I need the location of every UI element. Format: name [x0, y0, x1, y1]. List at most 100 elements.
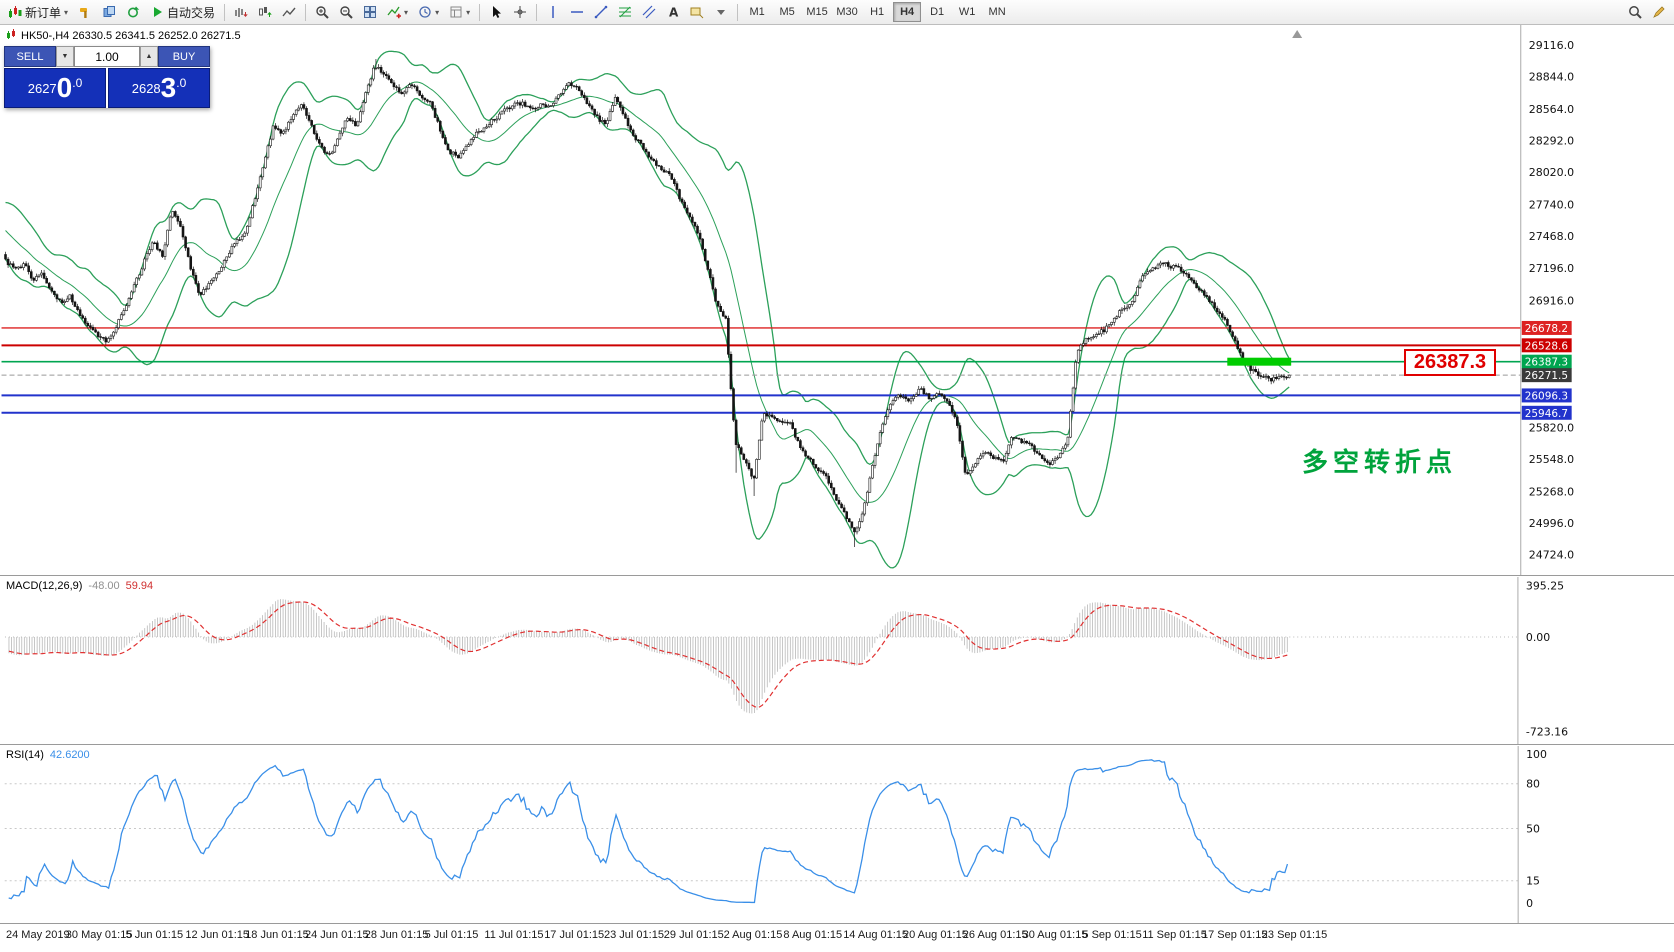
search-button[interactable] — [1623, 2, 1647, 23]
time-axis-label: 5 Jun 01:15 — [125, 929, 184, 941]
sell-price-big: 0 — [56, 72, 73, 103]
template-button[interactable]: ▾ — [444, 2, 475, 23]
refresh-icon — [126, 5, 140, 19]
timeframe-m5-button[interactable]: M5 — [773, 2, 801, 22]
chart-shift-marker[interactable] — [1292, 29, 1303, 38]
shapes-dropdown-icon — [714, 5, 728, 19]
time-axis-label: 29 Jul 01:15 — [663, 929, 724, 941]
buy-button[interactable]: BUY — [158, 46, 210, 67]
timeframe-mn-button[interactable]: MN — [983, 2, 1011, 22]
text-button[interactable]: A — [661, 2, 685, 23]
rsi-line — [8, 759, 1289, 904]
new-window-button[interactable] — [1647, 2, 1671, 23]
indicator-add-button[interactable]: ▾ — [382, 2, 413, 23]
timeframe-m15-button[interactable]: M15 — [803, 2, 831, 22]
bollinger-upper-band — [5, 50, 1290, 466]
line-chart-button[interactable] — [277, 2, 301, 23]
play-icon — [150, 5, 164, 19]
time-axis-label: 11 Jul 01:15 — [484, 929, 544, 941]
shapes-dropdown-button[interactable] — [709, 2, 733, 23]
rsi-axis-label: 50 — [1526, 823, 1540, 836]
trendline-button[interactable] — [589, 2, 613, 23]
sell-price-button[interactable]: 2627 0.0 — [4, 68, 106, 108]
price-axis-label: 29116.0 — [1529, 39, 1574, 52]
tile-windows-icon — [363, 5, 377, 19]
vertical-line-button[interactable] — [541, 2, 565, 23]
price-callout-box[interactable]: 26387.3 — [1404, 349, 1496, 376]
time-axis[interactable]: 24 May 2019 30 May 01:15 5 Jun 01:15 12 Jun… — [0, 925, 1674, 952]
timeframe-m30-button[interactable]: M30 — [833, 2, 861, 22]
timeframe-h1-button[interactable]: H1 — [863, 2, 891, 22]
refresh-button[interactable] — [121, 2, 145, 23]
buy-price-button[interactable]: 2628 3.0 — [108, 68, 210, 108]
vertical-line-icon — [546, 5, 560, 19]
price-axis-label: 28564.0 — [1529, 103, 1574, 116]
timeframe-h4-button[interactable]: H4 — [893, 2, 922, 22]
crosshair-button[interactable] — [508, 2, 532, 23]
profiles-button[interactable] — [97, 2, 121, 23]
volume-input[interactable] — [74, 46, 140, 67]
macd-panel[interactable]: 395.25 0.00 -723.16 — [0, 577, 1674, 745]
time-axis-label: 17 Sep 01:15 — [1202, 929, 1268, 941]
price-tag — [1521, 320, 1572, 335]
timeframe-d1-button[interactable]: D1 — [923, 2, 951, 22]
auto-trading-button[interactable]: 自动交易 — [145, 2, 220, 23]
price-axis-label: 26916.0 — [1529, 294, 1574, 307]
template-icon — [449, 5, 463, 19]
price-axis-label: 25548.0 — [1529, 453, 1574, 466]
new-window-icon — [1652, 5, 1666, 19]
chevron-down-icon: ▾ — [435, 7, 440, 17]
candles-chart-button[interactable] — [253, 2, 277, 23]
price-tag — [1521, 354, 1572, 369]
rsi-label: RSI(14) — [6, 749, 44, 761]
time-axis-label: 8 Aug 01:15 — [783, 929, 843, 941]
timeframe-m1-button[interactable]: M1 — [743, 2, 771, 22]
sell-price-small: 2627 — [27, 80, 57, 96]
toolbar-separator — [224, 3, 226, 21]
price-axis-label: 28020.0 — [1529, 166, 1574, 179]
zoom-out-button[interactable] — [334, 2, 358, 23]
macd-axis-label: -723.16 — [1526, 725, 1568, 738]
tile-windows-button[interactable] — [358, 2, 382, 23]
chart-annotation-text[interactable]: 多空转折点 — [1302, 447, 1458, 477]
rsi-header: RSI(14) 42.6200 — [6, 749, 90, 761]
channel-button[interactable] — [637, 2, 661, 23]
price-tag-label: 26096.3 — [1525, 390, 1568, 402]
auto-trading-label: 自动交易 — [167, 5, 216, 20]
rsi-axis-label: 15 — [1526, 875, 1540, 888]
rsi-axis-label: 80 — [1526, 778, 1540, 791]
timeframe-w1-button[interactable]: W1 — [953, 2, 981, 22]
toolbar-separator — [305, 3, 307, 21]
time-axis-label: 28 Jun 01:15 — [364, 929, 429, 941]
time-axis-label: 23 Jul 01:15 — [604, 929, 664, 941]
time-axis-label: 30 Aug 01:15 — [1022, 929, 1088, 941]
hammer-button[interactable] — [73, 2, 97, 23]
volume-decrease-button[interactable]: ▼ — [56, 46, 74, 67]
price-axis-label: 27740.0 — [1529, 199, 1574, 212]
toolbar-separator — [536, 3, 538, 21]
text-label-button[interactable] — [685, 2, 709, 23]
time-axis-label: 24 Jun 01:15 — [305, 929, 369, 941]
bars-chart-button[interactable] — [229, 2, 253, 23]
period-clock-button[interactable]: ▾ — [413, 2, 444, 23]
new-order-button[interactable]: 新订单 ▾ — [3, 2, 73, 23]
toolbar-separator — [737, 3, 739, 21]
volume-increase-button[interactable]: ▲ — [140, 46, 158, 67]
zoom-in-button[interactable] — [310, 2, 334, 23]
cursor-button[interactable] — [484, 2, 508, 23]
price-chart[interactable]: 29116.0 28844.0 28564.0 28292.0 28020.0 27740… — [0, 25, 1674, 576]
horizontal-line-button[interactable] — [565, 2, 589, 23]
time-axis-label: 5 Jul 01:15 — [424, 929, 479, 941]
macd-signal-value: 59.94 — [125, 580, 154, 592]
zoom-out-icon — [339, 5, 353, 19]
price-tag — [1521, 338, 1572, 353]
fibonacci-button[interactable] — [613, 2, 637, 23]
sell-button[interactable]: SELL — [4, 46, 56, 67]
price-tag — [1521, 368, 1572, 383]
time-axis-label: 24 May 2019 — [6, 929, 70, 941]
horizontal-line-icon — [570, 5, 584, 19]
price-axis-label: 24996.0 — [1529, 517, 1574, 530]
highlight-segment[interactable] — [1227, 357, 1292, 366]
rsi-panel[interactable]: 100 80 50 15 0 — [0, 746, 1674, 924]
